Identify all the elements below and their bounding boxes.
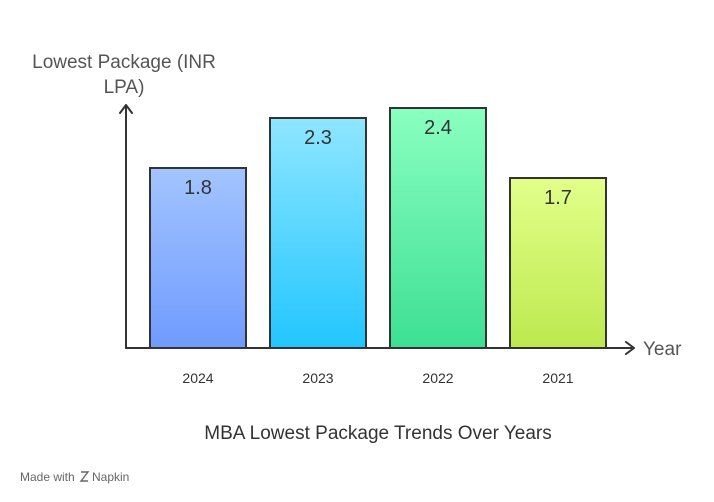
bar-2024 bbox=[149, 167, 247, 349]
x-tick-2022: 2022 bbox=[422, 370, 453, 386]
data-label-2021: 1.7 bbox=[544, 187, 572, 209]
x-tick-2021: 2021 bbox=[542, 370, 573, 386]
footer-brand: Napkin bbox=[92, 470, 129, 484]
chart-title: MBA Lowest Package Trends Over Years bbox=[204, 423, 551, 444]
x-axis bbox=[125, 341, 635, 355]
bar-2023 bbox=[269, 117, 367, 349]
made-with-napkin: Made with Napkin bbox=[20, 470, 129, 484]
napkin-logo-icon bbox=[79, 471, 90, 482]
y-axis-label-line-2: LPA) bbox=[104, 77, 145, 98]
x-tick-2024: 2024 bbox=[182, 370, 213, 386]
data-label-2022: 2.4 bbox=[424, 117, 452, 139]
y-axis bbox=[119, 104, 133, 349]
data-label-2023: 2.3 bbox=[304, 127, 332, 149]
bar-2022 bbox=[389, 107, 487, 349]
data-label-2024: 1.8 bbox=[184, 177, 212, 199]
x-tick-2023: 2023 bbox=[302, 370, 333, 386]
x-axis-label: Year bbox=[643, 339, 682, 360]
bar-2021 bbox=[509, 177, 607, 349]
y-axis-label-line-1: Lowest Package (INR bbox=[32, 52, 216, 73]
footer-made-with: Made with bbox=[20, 470, 75, 484]
